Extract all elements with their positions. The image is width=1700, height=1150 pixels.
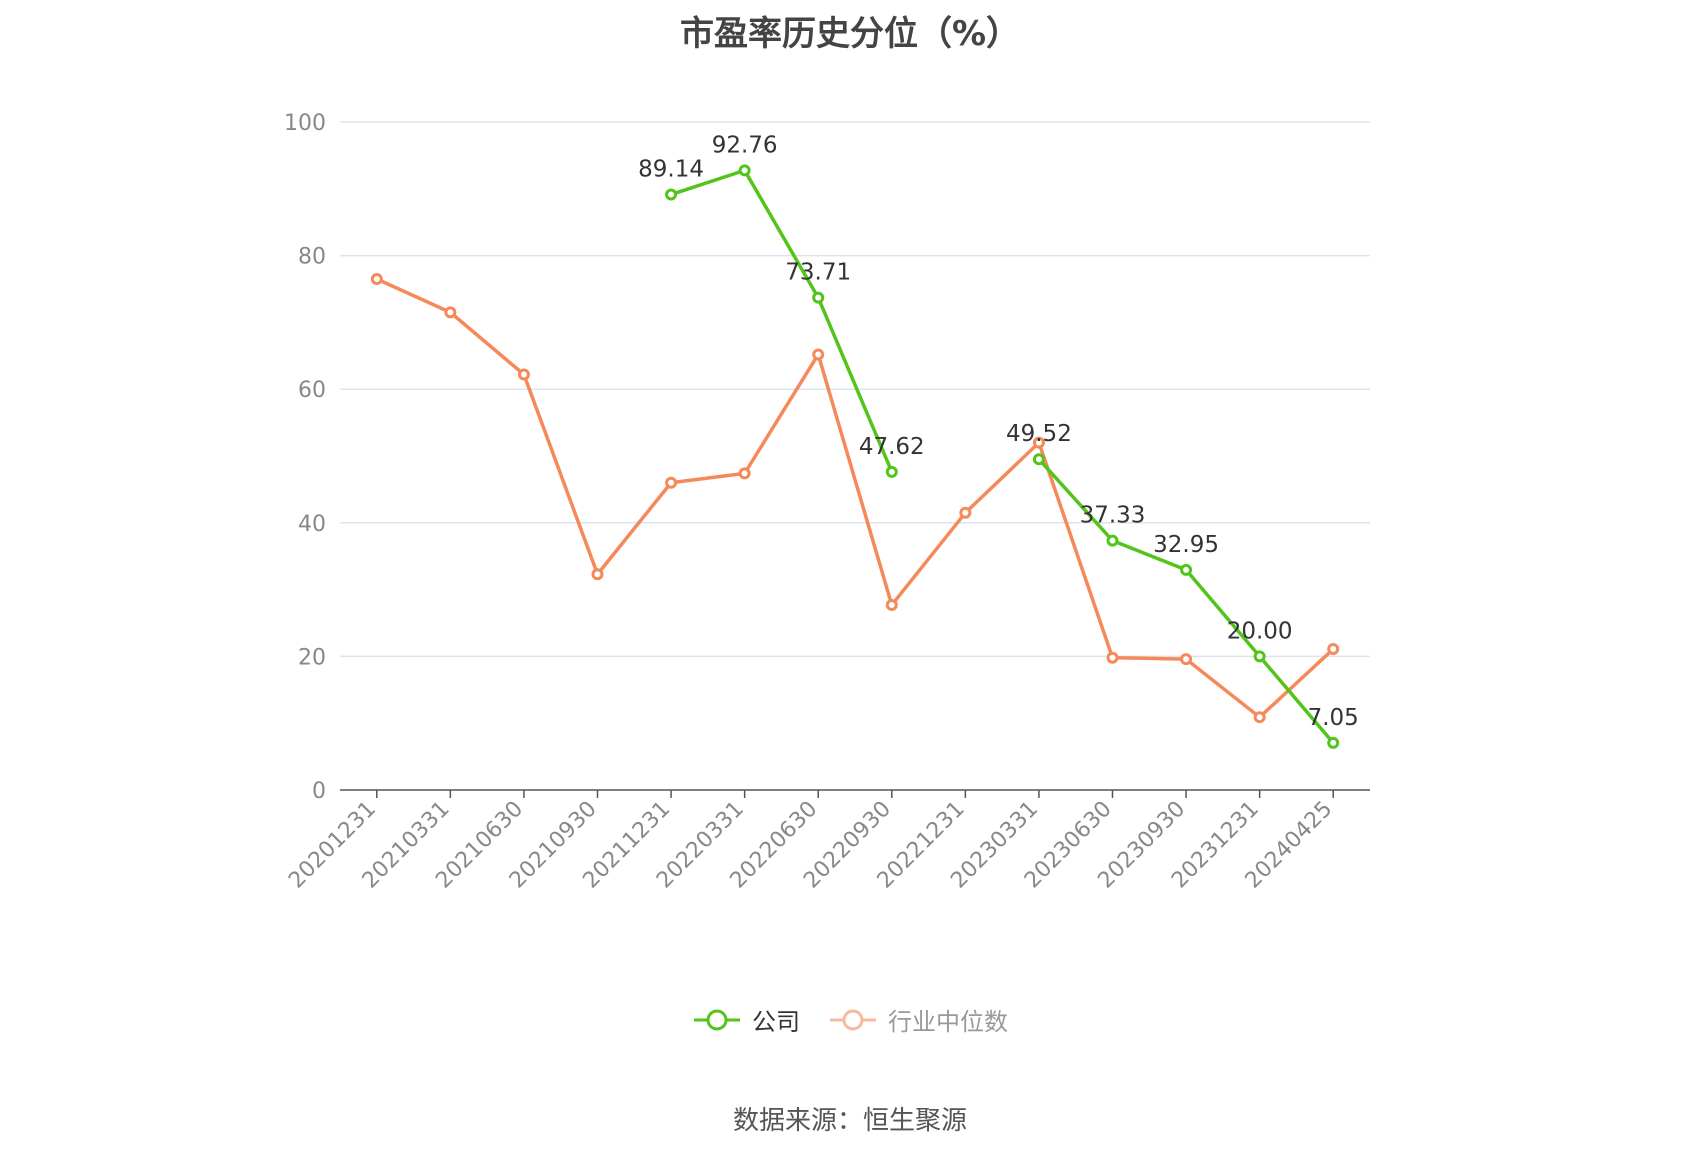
data-point[interactable]	[591, 568, 604, 581]
data-point[interactable]	[885, 598, 898, 611]
legend-industry-label: 行业中位数	[888, 1008, 1008, 1036]
y-tick-label: 40	[298, 512, 326, 537]
data-label: 20.00	[1227, 618, 1293, 644]
data-source: 数据来源：恒生聚源	[732, 1106, 967, 1136]
legend-item-industry[interactable]: 行业中位数	[828, 1002, 1008, 1037]
series-line	[376, 277, 1335, 719]
data-point[interactable]	[1180, 653, 1193, 666]
data-labels: 89.14 92.76 73.71 47.62 49.52 37.33 32.95 20.00…	[638, 132, 1359, 731]
series-line	[670, 168, 894, 473]
y-tick-label: 20	[298, 645, 326, 670]
data-label: 32.95	[1153, 532, 1219, 558]
data-label: 92.76	[712, 132, 778, 158]
data-point[interactable]	[370, 272, 383, 285]
data-point[interactable]	[1180, 563, 1193, 576]
series-industry	[370, 272, 1340, 724]
data-label: 49.52	[1006, 421, 1072, 447]
data-label: 73.71	[785, 260, 851, 286]
data-point[interactable]	[738, 467, 751, 480]
y-tick-label: 80	[298, 245, 326, 270]
data-label: 7.05	[1308, 705, 1359, 731]
data-point[interactable]	[1253, 711, 1266, 724]
data-point[interactable]	[1327, 736, 1340, 749]
legend: 公司 行业中位数	[0, 1002, 1700, 1037]
data-point[interactable]	[1032, 453, 1045, 466]
chart-title: 市盈率历史分位（%）	[679, 14, 1021, 54]
data-point[interactable]	[1106, 534, 1119, 547]
data-point[interactable]	[444, 306, 457, 319]
data-point[interactable]	[885, 465, 898, 478]
y-tick-label: 60	[298, 378, 326, 403]
data-point[interactable]	[738, 164, 751, 177]
x-axis-ticks: 2020123120210331202106302021093020211231…	[284, 790, 1337, 893]
series-company	[665, 164, 1340, 749]
legend-company-label: 公司	[752, 1008, 800, 1036]
data-point[interactable]	[812, 348, 825, 361]
legend-company-icon	[694, 1009, 740, 1030]
legend-item-company[interactable]: 公司	[692, 1002, 800, 1037]
data-point[interactable]	[665, 188, 678, 201]
series	[370, 164, 1340, 749]
data-point[interactable]	[1253, 650, 1266, 663]
data-point[interactable]	[1106, 651, 1119, 664]
data-label: 89.14	[638, 157, 704, 183]
data-label: 37.33	[1080, 503, 1146, 529]
y-tick-label: 100	[284, 111, 326, 136]
legend-industry-icon	[830, 1009, 876, 1030]
data-point[interactable]	[1327, 643, 1340, 656]
data-point[interactable]	[665, 476, 678, 489]
data-point[interactable]	[959, 506, 972, 519]
data-point[interactable]	[812, 291, 825, 304]
data-point[interactable]	[517, 368, 530, 381]
y-tick-label: 0	[312, 779, 326, 804]
y-axis-ticks: 0 20 40 60 80 100	[284, 111, 326, 804]
data-point[interactable]	[1032, 436, 1045, 449]
data-label: 47.62	[859, 434, 925, 460]
